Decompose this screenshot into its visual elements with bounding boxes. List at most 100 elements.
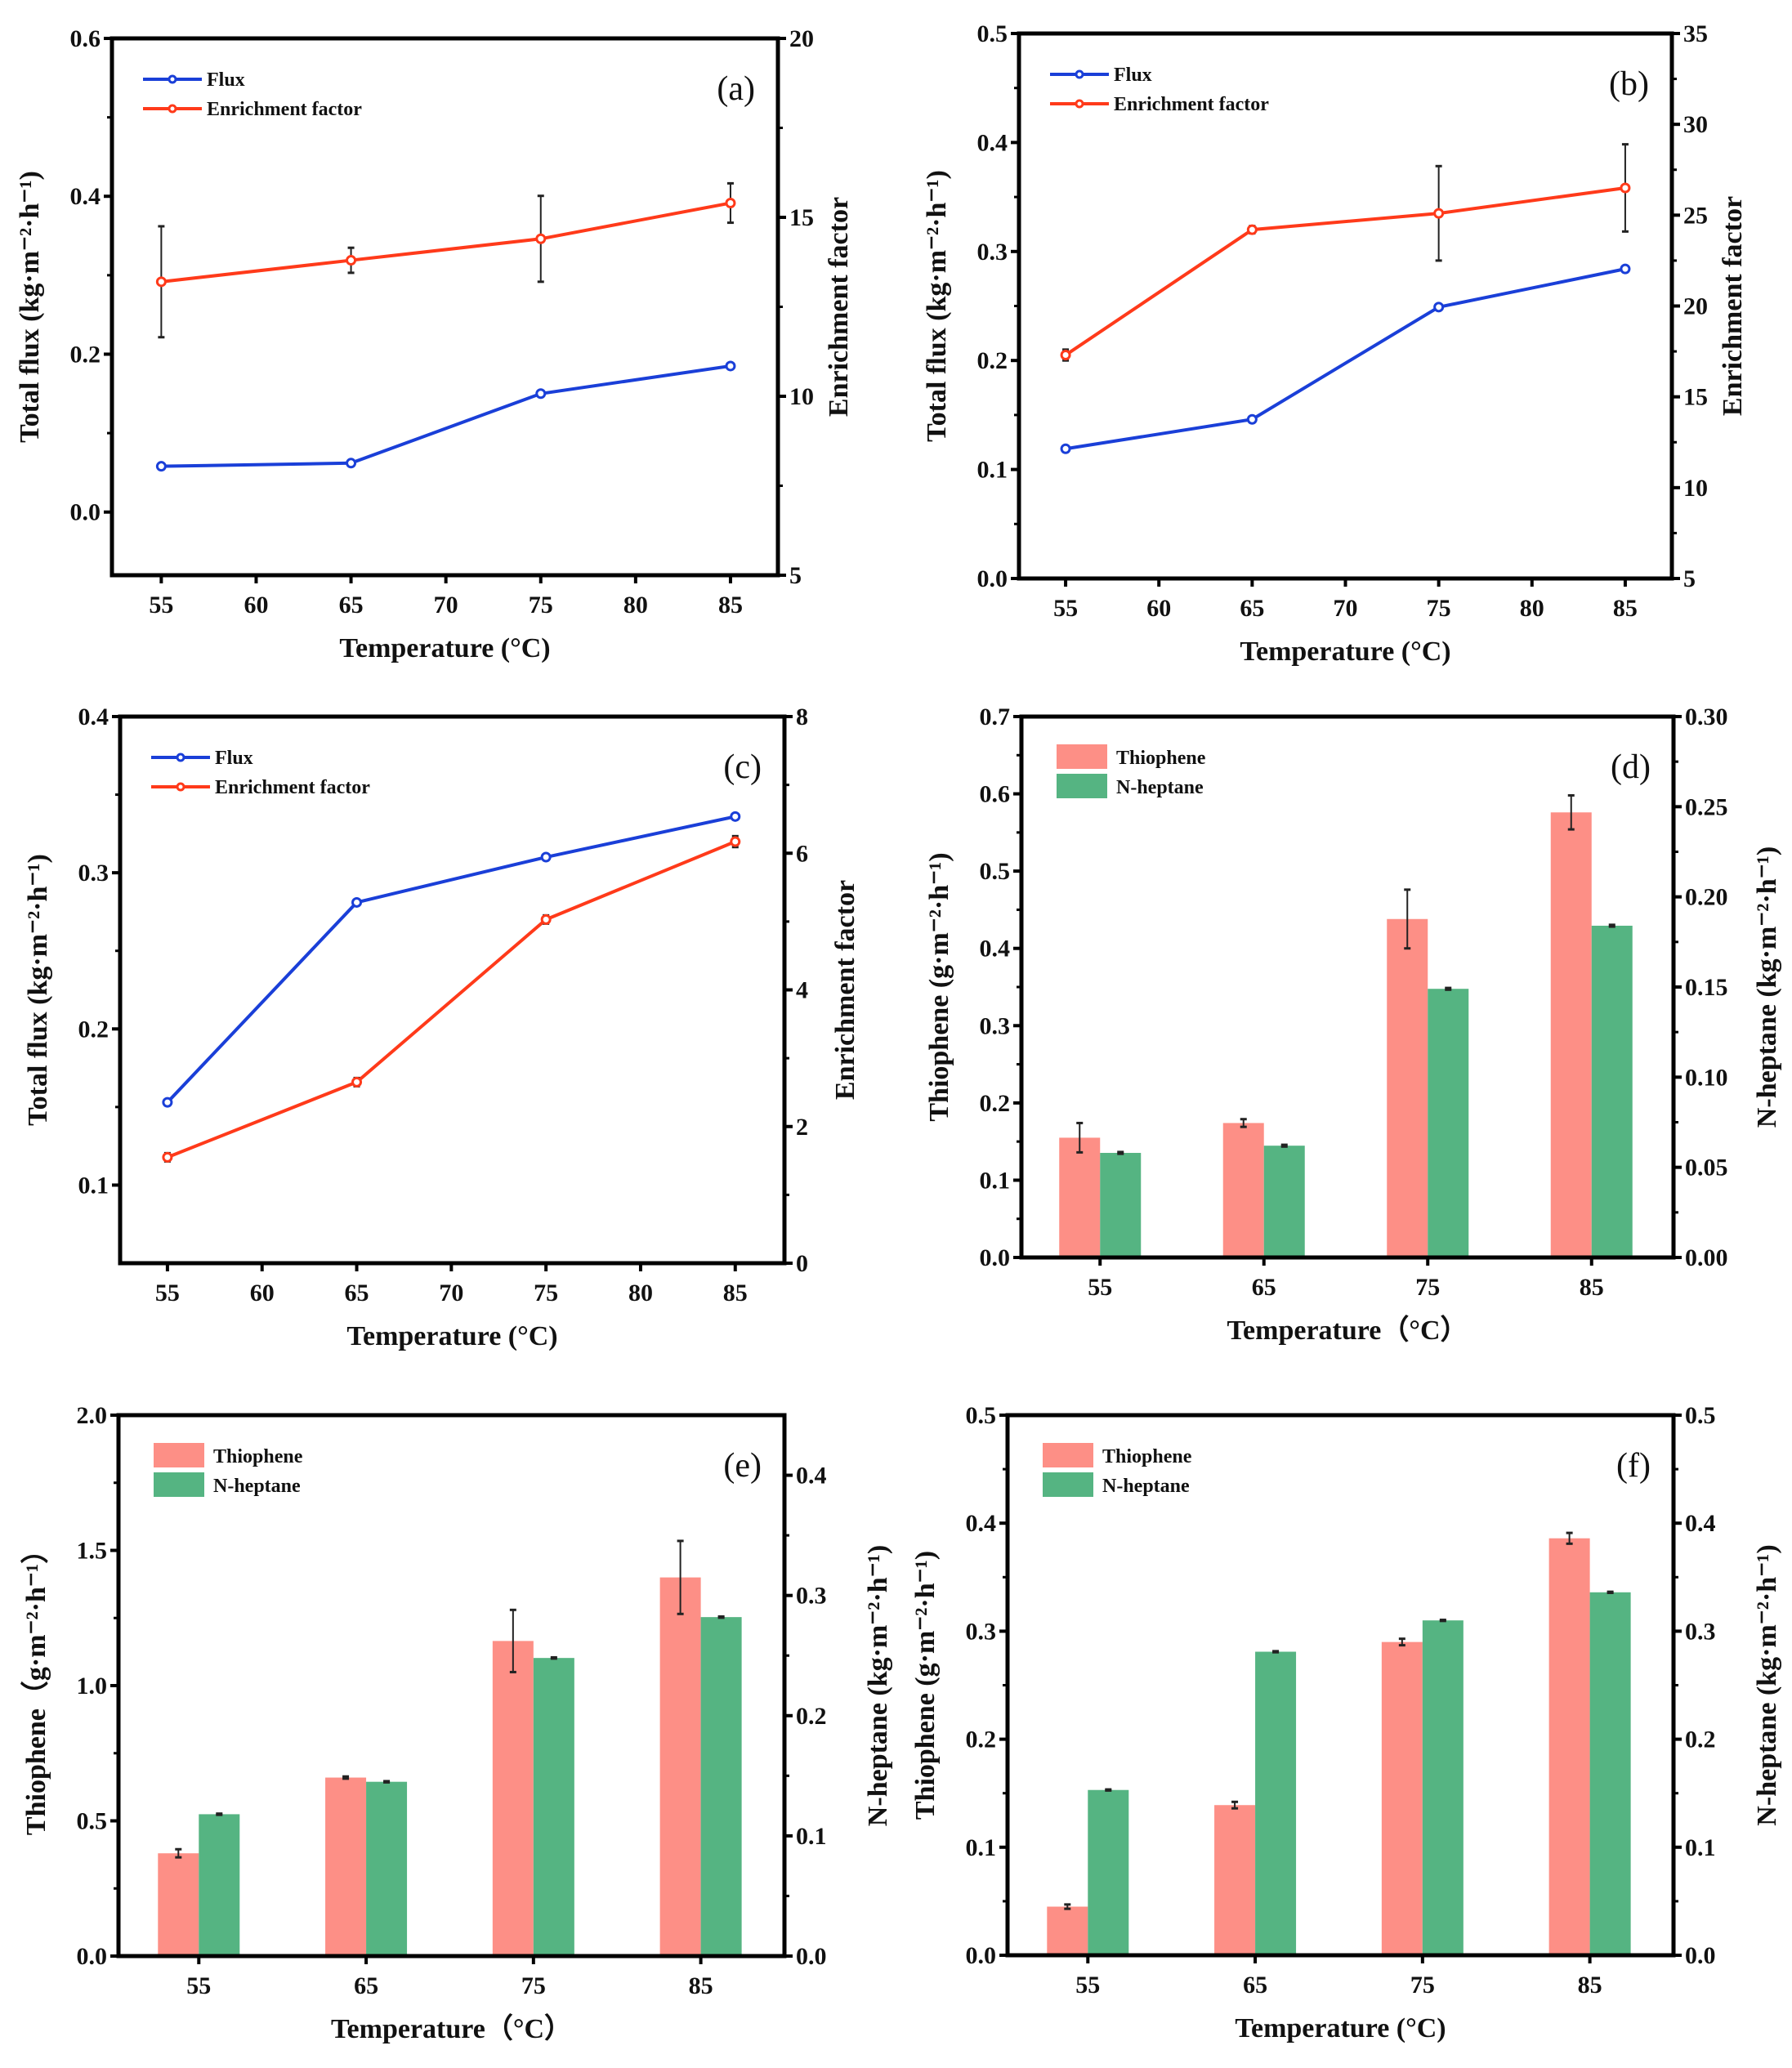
y-tick-label-left: 0.4 xyxy=(78,703,109,730)
legend-swatch-thiophene xyxy=(1057,744,1107,769)
y-tick-label-left: 0.4 xyxy=(70,183,101,210)
panel-f: 0.0 0.1 0.2 0.3 0.4 0.5 0.0 0.1 0.2 0.3 0.4 0.5 55 65… xyxy=(910,1402,1782,2043)
y-tick-label-right: 0.1 xyxy=(796,1823,827,1850)
y-tick-label-right: 0 xyxy=(796,1250,808,1277)
panel-label: (b) xyxy=(1609,65,1649,103)
line-flux xyxy=(166,815,736,1104)
x-tick-label: 85 xyxy=(723,1280,748,1306)
x-tick-label: 75 xyxy=(1410,1972,1435,1999)
legend-label: Thiophene xyxy=(213,1446,303,1467)
y-tick-label-left: 0.5 xyxy=(977,20,1008,47)
line-enrichment-factor xyxy=(1064,186,1626,357)
y-tick-label-left: 0.6 xyxy=(980,781,1011,808)
panel-label: (d) xyxy=(1611,748,1651,786)
y-tick-label-right: 0.2 xyxy=(796,1703,827,1730)
line-flux xyxy=(161,364,731,468)
y-tick-label-left: 0.1 xyxy=(78,1172,109,1199)
bar-n-heptane-65 xyxy=(366,1781,408,1956)
x-tick-label: 85 xyxy=(1578,1972,1602,1999)
x-tick-label: 70 xyxy=(1334,595,1358,622)
x-tick-label: 80 xyxy=(1520,595,1544,622)
point-flux-85 xyxy=(725,360,736,372)
y-tick-label-left: 0.0 xyxy=(77,1943,108,1970)
legend: Thiophene N-heptane xyxy=(1057,744,1206,798)
panel-e: 0.0 0.5 1.0 1.5 2.0 0.0 0.1 0.2 0.3 0.4 55 65 75 85 Te… xyxy=(20,1402,893,2044)
line-enrichment-factor xyxy=(167,840,736,1159)
x-axis-title: Temperature（°C） xyxy=(331,2012,572,2044)
point-enrichment-factor-75 xyxy=(535,233,547,244)
bar-thiophene-75 xyxy=(1381,1641,1423,1955)
plot-area xyxy=(1047,1531,1631,1955)
point-enrichment-factor-65 xyxy=(1246,224,1258,235)
y-tick-label-right: 20 xyxy=(789,25,814,52)
y-tick-label-right: 15 xyxy=(789,204,814,231)
panel-a: 0.0 0.2 0.4 0.6 5 10 15 20 55 60 65 70 75 80 85 Tempera… xyxy=(15,25,854,663)
x-tick-label: 55 xyxy=(186,1972,211,1999)
point-flux-55 xyxy=(1060,443,1071,454)
x-axis-title: Temperature (°C) xyxy=(346,1321,557,1351)
y-tick-label-right: 0.10 xyxy=(1685,1064,1728,1091)
y-tick-label-left: 0.1 xyxy=(977,457,1008,484)
bar-n-heptane-85 xyxy=(700,1617,742,1956)
bar-thiophene-65 xyxy=(1214,1805,1256,1955)
x-tick-label: 55 xyxy=(155,1280,180,1306)
y-axis-title-right: N-heptane (kg·m⁻²·h⁻¹) xyxy=(1752,1544,1782,1825)
legend-marker xyxy=(176,753,185,762)
y-axis-title-right: Enrichment factor xyxy=(830,880,860,1100)
y-tick-label-right: 0.3 xyxy=(796,1583,827,1610)
y-tick-label-right: 10 xyxy=(1683,475,1708,502)
panel-label: (f) xyxy=(1616,1447,1651,1485)
y-tick-label-left: 0.3 xyxy=(78,860,109,887)
legend-label: N-heptane xyxy=(1102,1476,1190,1497)
point-enrichment-factor-55 xyxy=(1060,350,1071,361)
legend-swatch-thiophene xyxy=(154,1443,204,1467)
y-tick-label-right: 0.4 xyxy=(1685,1510,1716,1537)
panel-label: (c) xyxy=(723,748,762,786)
bar-n-heptane-85 xyxy=(1591,925,1633,1257)
x-tick-label: 55 xyxy=(149,592,173,619)
y-tick-label-left: 1.5 xyxy=(77,1538,108,1565)
point-enrichment-factor-55 xyxy=(162,1151,173,1163)
axes-frame xyxy=(1017,31,1674,581)
y-axis-title-left: Thiophene (g·m⁻²·h⁻¹) xyxy=(910,1551,941,1820)
y-tick-label-left: 0.5 xyxy=(966,1402,997,1429)
bar-n-heptane-75 xyxy=(533,1658,574,1956)
y-tick-label-left: 0.0 xyxy=(977,565,1008,592)
y-axis-title-right: Enrichment factor xyxy=(824,197,854,417)
panel-d: 0.0 0.1 0.2 0.3 0.4 0.5 0.6 0.7 0.00 0.05 0.10 0.15… xyxy=(924,703,1782,1346)
y-tick-label-left: 0.3 xyxy=(980,1012,1011,1039)
x-tick-label: 65 xyxy=(1243,1972,1267,1999)
y-tick-label-right: 0.1 xyxy=(1685,1834,1716,1861)
y-axis-title-right: N-heptane (kg·m⁻²·h⁻¹) xyxy=(863,1545,893,1826)
point-flux-75 xyxy=(535,388,547,400)
x-tick-label: 65 xyxy=(1240,595,1264,622)
x-tick-label: 65 xyxy=(345,1280,369,1306)
bar-thiophene-55 xyxy=(158,1853,199,1956)
legend-label: Flux xyxy=(207,69,245,91)
legend-label: Enrichment factor xyxy=(207,99,362,120)
y-tick-label-right: 0.20 xyxy=(1685,884,1728,911)
legend-marker xyxy=(1075,69,1084,79)
bar-thiophene-85 xyxy=(659,1577,701,1956)
y-tick-label-left: 0.1 xyxy=(966,1834,997,1861)
panel-c: 0.1 0.2 0.3 0.4 0 2 4 6 8 55 60 65 70 75 80 85 Temperatu… xyxy=(23,703,860,1351)
point-flux-55 xyxy=(155,461,167,472)
y-tick-label-right: 0.0 xyxy=(796,1943,827,1970)
legend-marker xyxy=(176,782,185,792)
plot-area xyxy=(1060,143,1631,454)
y-tick-label-right: 30 xyxy=(1683,111,1708,138)
y-tick-label-left: 2.0 xyxy=(77,1402,108,1429)
y-axis-title-left: Total flux (kg·m⁻²·h⁻¹) xyxy=(23,854,53,1126)
y-tick-label-left: 0.1 xyxy=(980,1167,1011,1194)
point-flux-65 xyxy=(1246,413,1258,425)
legend: Thiophene N-heptane xyxy=(154,1443,303,1497)
x-tick-label: 85 xyxy=(689,1972,713,1999)
bar-thiophene-65 xyxy=(325,1777,367,1956)
y-tick-label-right: 8 xyxy=(796,703,808,730)
y-tick-label-left: 0.4 xyxy=(966,1510,997,1537)
bar-thiophene-75 xyxy=(1387,918,1428,1257)
y-tick-label-left: 0.5 xyxy=(77,1808,108,1835)
x-tick-label: 75 xyxy=(1427,595,1451,622)
legend-label: Thiophene xyxy=(1102,1446,1192,1467)
panel-b: 0.0 0.1 0.2 0.3 0.4 0.5 5 10 15 20 25 30 35 55 60 65 70 7… xyxy=(922,20,1748,667)
